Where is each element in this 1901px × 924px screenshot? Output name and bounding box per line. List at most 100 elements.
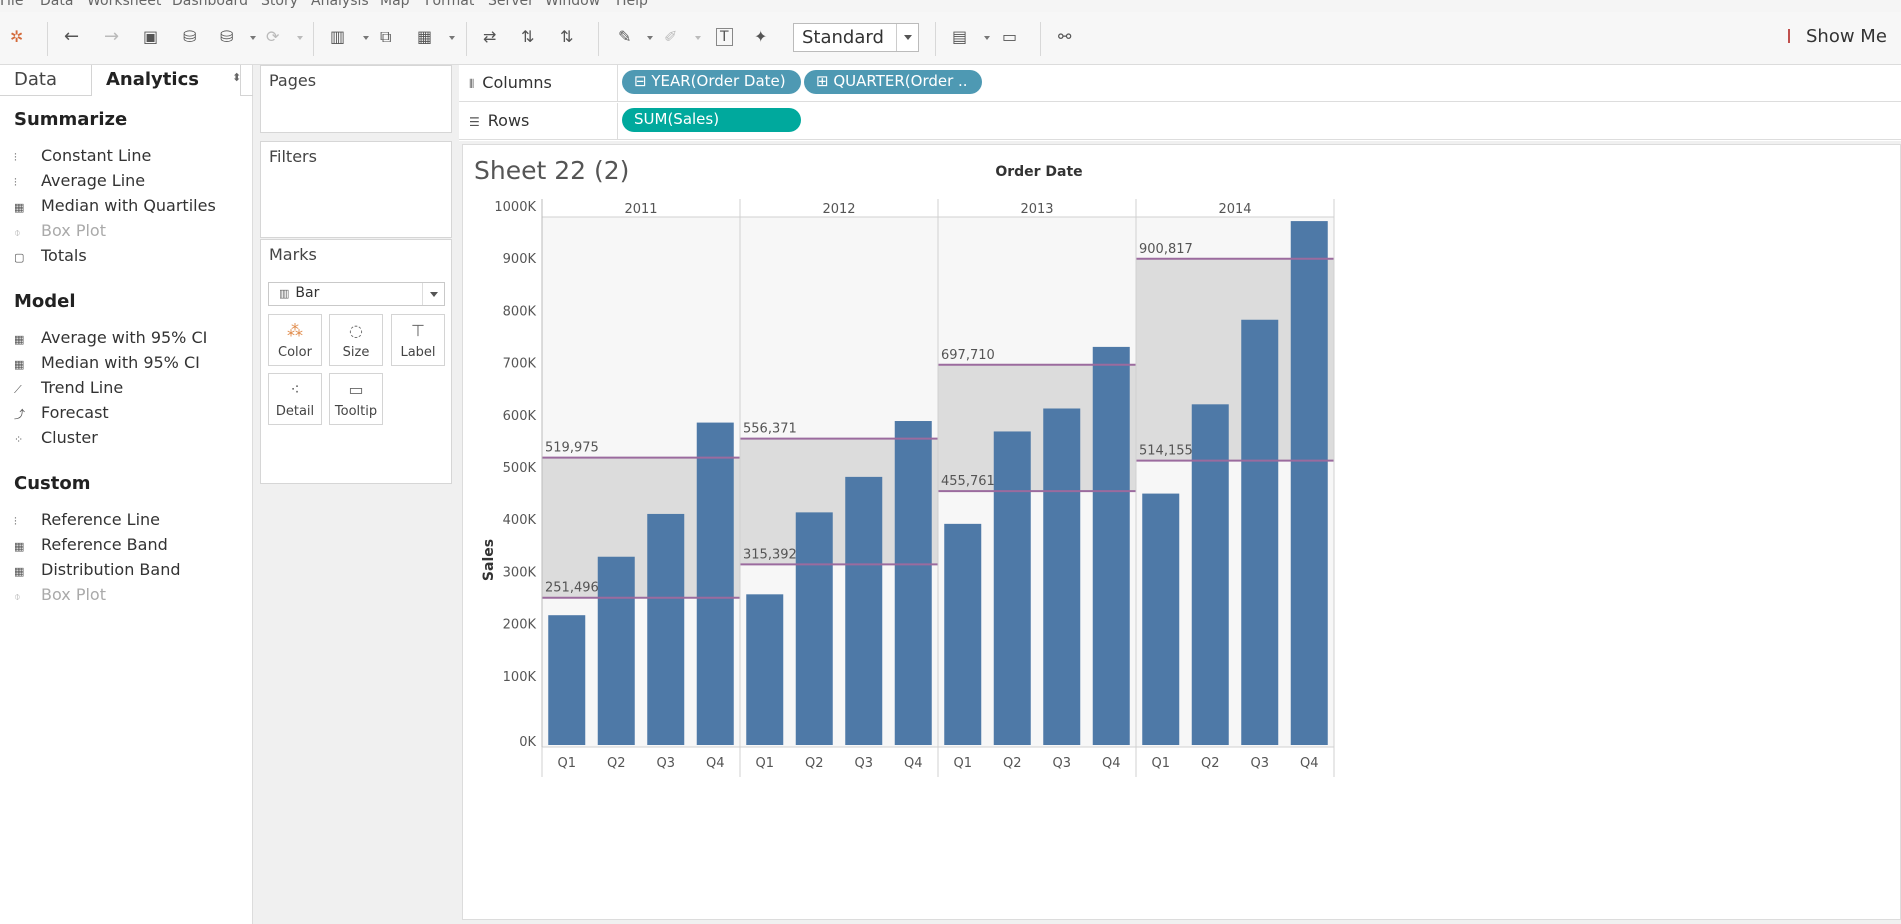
rows-drop-zone[interactable]: SUM(Sales) [617,103,1901,140]
bar-mark[interactable] [795,512,833,745]
bar-mark[interactable] [1092,346,1130,745]
sort-descending-icon[interactable]: ⇅ [560,27,574,46]
refresh-icon[interactable]: ⟳ [266,27,280,46]
pill-quarter-order-date[interactable]: ⊞ QUARTER(Order .. [804,70,982,94]
menu-format[interactable]: Format [425,0,475,9]
bar-mark[interactable] [993,431,1031,745]
bar-mark[interactable] [1142,493,1180,745]
menu-help[interactable]: Help [616,0,648,9]
bar-mark[interactable] [548,615,586,745]
marks-tooltip-button[interactable]: ▭ Tooltip [329,373,383,425]
redo-icon[interactable]: → [104,26,120,47]
menu-data[interactable]: Data [40,0,74,9]
duplicate-sheet-icon[interactable]: ⧉ [380,27,392,46]
marks-label-button[interactable]: ⊤ Label [391,314,445,366]
chevron-down-icon[interactable] [422,283,444,305]
analytics-item-trend-line[interactable]: ⟋ Trend Line [14,378,123,397]
analytics-item-forecast[interactable]: ⤴ Forecast [14,403,109,422]
filters-card[interactable]: Filters [260,141,452,238]
show-mark-labels-icon[interactable]: T [716,28,733,46]
bar-mark[interactable] [647,513,685,745]
collapse-icon[interactable]: ⊟ [634,72,652,90]
chevron-down-icon[interactable] [449,36,455,40]
reference-line-label: 514,155 [1139,444,1193,459]
tab-data[interactable]: Data [14,69,57,90]
save-icon[interactable]: ▣ [143,27,159,46]
bar-mark[interactable] [1241,319,1279,745]
group-members-icon[interactable]: ✐ [664,27,678,46]
new-worksheet-icon[interactable]: ▥ [330,27,346,46]
analytics-item-distribution-band[interactable]: ▦ Distribution Band [14,560,181,579]
swap-rows-columns-icon[interactable]: ⇄ [483,27,497,46]
new-data-source-icon[interactable]: ⛁ [183,27,197,46]
bar-mark[interactable] [845,476,883,745]
highlight-icon[interactable]: ✎ [618,27,632,46]
fix-axes-icon[interactable]: ✦ [754,27,768,46]
menu-window[interactable]: Window [545,0,601,9]
bar-mark[interactable] [746,594,784,745]
bar-mark[interactable] [597,556,635,745]
analytics-item-cluster[interactable]: ⁘ Cluster [14,428,98,447]
clear-sheet-icon[interactable]: ▦ [417,27,433,46]
bar-mark[interactable] [1043,408,1081,745]
show-cards-icon[interactable]: ▤ [952,27,968,46]
panel-menu-icon[interactable]: ⬍ [232,71,242,84]
sheet-title[interactable]: Sheet 22 (2) [474,156,630,185]
bar-mark[interactable] [944,523,982,745]
columns-drop-zone[interactable]: ⊟ YEAR(Order Date) ⊞ QUARTER(Order .. [617,65,1901,102]
bar-mark[interactable] [1191,404,1229,745]
quarter-tick-label: Q3 [1052,756,1071,771]
cards-column: Pages Filters Marks ▥ Bar ⁂ Color ◌ Size ⊤ L… [253,65,459,924]
band-icon: ▦ [14,201,25,214]
menu-server[interactable]: Server [488,0,534,9]
bar-mark[interactable] [1290,221,1328,745]
analytics-item-box-plot-custom[interactable]: ⌽ Box Plot [14,585,106,604]
chevron-down-icon[interactable] [984,36,990,40]
analytics-item-median-ci[interactable]: ▦ Median with 95% CI [14,353,200,372]
analytics-item-reference-line[interactable]: ⫶ Reference Line [14,510,160,529]
menu-map[interactable]: Map [380,0,410,9]
analytics-item-totals[interactable]: ▢ Totals [14,246,87,265]
marks-size-button[interactable]: ◌ Size [329,314,383,366]
quarter-tick-label: Q1 [755,756,774,771]
expand-icon[interactable]: ⊞ [816,72,834,90]
marks-detail-button[interactable]: ⁖ Detail [268,373,322,425]
presentation-mode-icon[interactable]: ▭ [1002,27,1018,46]
fit-mode-select[interactable]: Standard [793,23,919,52]
chevron-down-icon[interactable] [896,24,918,51]
pill-sum-sales[interactable]: SUM(Sales) [622,108,801,132]
analytics-item-box-plot[interactable]: ⌽ Box Plot [14,221,106,240]
analytics-item-constant-line[interactable]: ⫶ Constant Line [14,146,151,165]
menu-file[interactable]: File [0,0,24,9]
analytics-item-average-line[interactable]: ⫶ Average Line [14,171,145,190]
share-icon[interactable]: ⚯ [1058,27,1072,46]
chevron-down-icon[interactable] [647,36,653,40]
tableau-logo-icon[interactable]: ✲ [10,27,24,46]
bar-chart[interactable]: Order Date Sales 2011 2012 2013 2014 519,97… [463,145,1563,921]
pages-card[interactable]: Pages [260,65,452,133]
marks-color-button[interactable]: ⁂ Color [268,314,322,366]
menu-bar: File Data Worksheet Dashboard Story Anal… [0,0,1901,12]
pill-year-order-date[interactable]: ⊟ YEAR(Order Date) [622,70,801,94]
chevron-down-icon[interactable] [250,36,256,40]
chevron-down-icon[interactable] [695,36,701,40]
undo-icon[interactable]: ← [64,26,80,47]
bar-mark[interactable] [894,421,932,745]
menu-worksheet[interactable]: Worksheet [87,0,162,9]
mark-type-select[interactable]: ▥ Bar [268,282,445,306]
chevron-down-icon[interactable] [297,36,303,40]
menu-story[interactable]: Story [261,0,298,9]
sort-ascending-icon[interactable]: ⇅ [521,27,535,46]
pause-updates-icon[interactable]: ⛁ [220,27,234,46]
y-axis-title: Sales [481,539,497,581]
chevron-down-icon[interactable] [363,36,369,40]
pill-label: YEAR(Order Date) [651,72,786,90]
analytics-item-median-quartiles[interactable]: ▦ Median with Quartiles [14,196,216,215]
bar-mark[interactable] [696,422,734,745]
tab-analytics[interactable]: Analytics [91,65,241,96]
menu-analysis[interactable]: Analysis [311,0,369,9]
analytics-item-average-ci[interactable]: ▦ Average with 95% CI [14,328,207,347]
show-me-button[interactable]: Show Me [1788,26,1887,47]
analytics-item-reference-band[interactable]: ▦ Reference Band [14,535,168,554]
menu-dashboard[interactable]: Dashboard [172,0,248,9]
